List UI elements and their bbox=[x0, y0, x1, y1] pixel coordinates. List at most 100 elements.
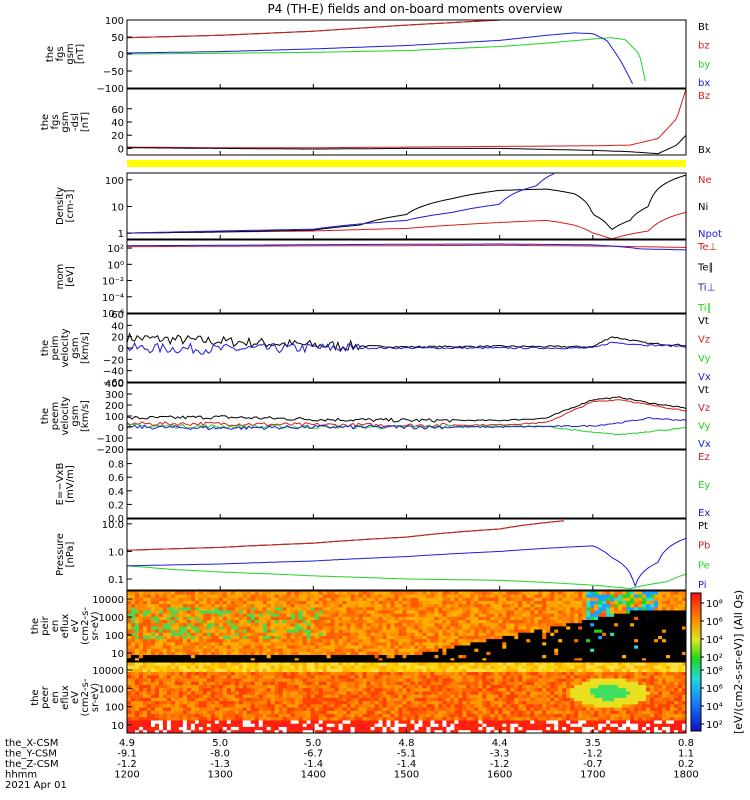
ytick-label: −50 bbox=[103, 67, 124, 78]
ephem-value: -5.1 bbox=[397, 749, 417, 760]
ytick-label: −20 bbox=[103, 355, 124, 366]
series-Ni bbox=[127, 174, 686, 234]
ylabel: sr-eV) bbox=[90, 611, 101, 640]
ytick-label: 60 bbox=[111, 105, 124, 116]
ytick-label: 100 bbox=[105, 412, 124, 423]
legend-by: by bbox=[698, 59, 710, 70]
ephem-value: 4.9 bbox=[119, 738, 135, 749]
ephem-value: -6.7 bbox=[304, 749, 324, 760]
ytick-label: 1 bbox=[118, 229, 124, 240]
ylabel: the bbox=[40, 114, 51, 130]
ylabel: peim bbox=[50, 335, 61, 360]
legend-Ti∥: Ti∥ bbox=[697, 303, 712, 314]
series-by bbox=[127, 37, 646, 82]
plot-area-density bbox=[127, 173, 686, 239]
series-Pi bbox=[127, 537, 686, 588]
ylabel: [km/s] bbox=[80, 332, 91, 364]
ytick-label: 10⁰ bbox=[107, 260, 124, 271]
series-Bz bbox=[127, 89, 686, 149]
series-Bx bbox=[127, 134, 686, 155]
panel-frame bbox=[126, 382, 687, 450]
ephem-value: 1300 bbox=[207, 770, 232, 781]
ztick-label: 10² bbox=[706, 720, 723, 731]
ytick-label: 0 bbox=[118, 144, 124, 155]
ytick-label: 10² bbox=[107, 244, 124, 255]
ylabel: peer bbox=[40, 685, 51, 709]
panel-frame bbox=[126, 449, 687, 519]
ephem-value: -0.7 bbox=[583, 759, 603, 770]
ephem-value: 5.0 bbox=[305, 738, 321, 749]
ylabel: fgs bbox=[50, 114, 61, 129]
ephem-value: 1800 bbox=[673, 770, 698, 781]
ytick-label: 10⁻⁴ bbox=[102, 293, 124, 304]
series-Vt bbox=[127, 396, 686, 423]
ylabel: eflux bbox=[60, 685, 71, 710]
ytick-label: 0.8 bbox=[108, 460, 124, 471]
ytick-label: 200 bbox=[105, 401, 124, 412]
ylabel: eflux bbox=[60, 614, 71, 639]
ylabel: E=−VxB bbox=[55, 463, 66, 506]
panel-peir: 10000 1000 100 10 the peir en eflux eV (cm2-s-sr-… bbox=[30, 590, 687, 662]
ztick-label: 10⁸ bbox=[706, 599, 723, 610]
ytick-label: 100 bbox=[105, 703, 124, 714]
panel-efield: 0.8 0.6 0.4 0.2 0.0 E=−VxB [mV/m] Ez Ey Ex bbox=[55, 449, 710, 525]
ztick-label: 10⁸ bbox=[706, 666, 723, 677]
ylabel: [mV/m] bbox=[65, 465, 76, 503]
panel-pressure: 10.0 1.0 0.1 Pressure [nPa] Pt Pb Pe Pi bbox=[55, 518, 710, 591]
ephem-value: 1.1 bbox=[678, 749, 694, 760]
ephem-label: the_X-CSM bbox=[5, 738, 58, 749]
ylabel: eV bbox=[70, 691, 81, 704]
legend-Pi: Pi bbox=[698, 580, 707, 591]
series-bz bbox=[127, 20, 511, 39]
ytick-label: 40 bbox=[111, 321, 124, 332]
ytick-label: 0 bbox=[118, 50, 124, 61]
ephem-value: 0.2 bbox=[678, 759, 694, 770]
ephem-value: -1.2 bbox=[490, 759, 510, 770]
ylabel: the bbox=[40, 408, 51, 424]
ylabel: gsm bbox=[65, 43, 76, 64]
ylabel: the bbox=[30, 618, 41, 634]
ytick-label: 0 bbox=[118, 344, 124, 355]
ytick-label: −100 bbox=[97, 84, 124, 95]
plot-area-mom-temp bbox=[127, 243, 686, 251]
ytick-label: 10000 bbox=[92, 595, 124, 606]
legend-bz: bz bbox=[698, 41, 710, 52]
ylabel: mom bbox=[55, 264, 66, 290]
ytick-label: −40 bbox=[103, 367, 124, 378]
series-Te⊥ bbox=[127, 244, 686, 248]
ylabel: (cm2-s- bbox=[80, 678, 91, 716]
colorbar-label: [eV/(cm2-s-sr-eV)] (All Qs) bbox=[732, 590, 745, 734]
ylabel: sr-eV) bbox=[90, 683, 101, 712]
ytick-label: 60 bbox=[111, 310, 124, 321]
legend-Ex: Ex bbox=[698, 508, 710, 519]
ytick-label: 50 bbox=[111, 33, 124, 44]
ztick-label: 10⁶ bbox=[706, 617, 723, 628]
panel-frame bbox=[126, 19, 687, 89]
ephem-value: 1400 bbox=[301, 770, 326, 781]
series-Npot bbox=[127, 173, 555, 234]
panel-fgs-gsm: 100 50 0 −50 −100 the fgs gsm [nT] Bt bz by bx bbox=[45, 16, 710, 95]
series-Pt bbox=[127, 520, 565, 551]
ytick-label: 20 bbox=[111, 333, 124, 344]
panel-mom-temp: 10² 10⁰ 10⁻² 10⁻⁴ 10⁻⁶ mom [eV] Te⊥ Te∥ Ti⊥ Ti∥ bbox=[55, 239, 717, 320]
ytick-label: 10 bbox=[111, 202, 124, 213]
ytick-label: 100 bbox=[105, 176, 124, 187]
ylabel: [cm-3] bbox=[65, 189, 76, 222]
legend-Ez: Ez bbox=[698, 452, 710, 463]
ytick-label: 10⁻² bbox=[102, 277, 124, 288]
legend-Npot: Npot bbox=[698, 229, 722, 240]
ytick-label: −200 bbox=[97, 445, 124, 456]
legend-Pb: Pb bbox=[698, 541, 710, 552]
ytick-label: 0 bbox=[118, 423, 124, 434]
ephem-date: 2021 Apr 01 bbox=[5, 780, 67, 791]
ytick-label: 10 bbox=[111, 721, 124, 732]
series-Ne bbox=[127, 211, 686, 239]
ylabel: velocity bbox=[60, 328, 71, 367]
ztick-label: 10⁴ bbox=[706, 635, 723, 646]
ylabel: velocity bbox=[60, 396, 71, 435]
ephem-value: 1600 bbox=[487, 770, 512, 781]
panel-fgs-gse: 60 40 20 0 the fgs gsm -dsl [nT] Bz Bx bbox=[40, 88, 711, 167]
legend-Ey: Ey bbox=[698, 480, 710, 491]
